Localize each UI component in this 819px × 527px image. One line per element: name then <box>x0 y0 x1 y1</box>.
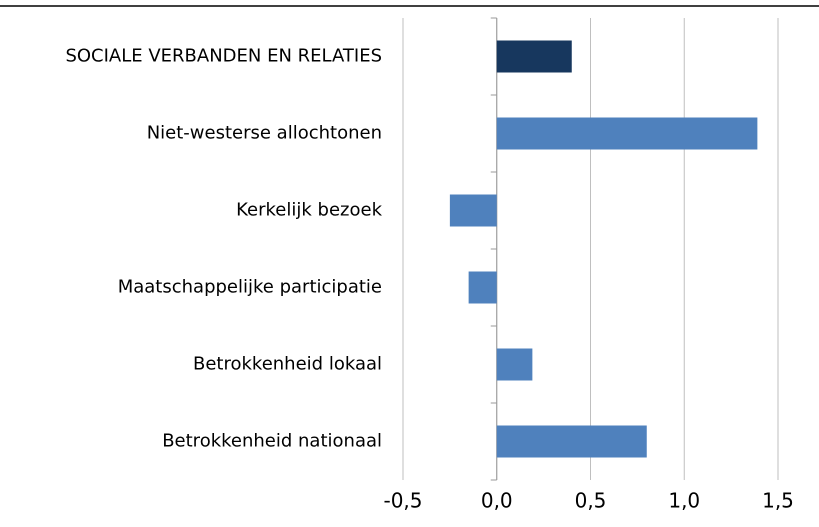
bar <box>449 194 497 227</box>
x-tick-label: -0,5 <box>383 489 422 513</box>
bar <box>496 40 572 73</box>
y-tick-label: Betrokkenheid lokaal <box>193 354 382 375</box>
y-tick-label: Kerkelijk bezoek <box>236 200 382 221</box>
y-tick-label: Maatschappelijke participatie <box>118 277 382 298</box>
bar <box>468 271 497 304</box>
x-tick-label: 1,0 <box>668 489 700 513</box>
x-tick-label: 1,5 <box>762 489 794 513</box>
bar <box>496 117 758 150</box>
x-tick-label: 0,5 <box>575 489 607 513</box>
y-tick-label: Betrokkenheid nationaal <box>162 431 382 452</box>
y-tick-label: SOCIALE VERBANDEN EN RELATIES <box>65 46 382 67</box>
bar <box>496 348 533 381</box>
bar <box>496 425 647 458</box>
x-tick-label: 0,0 <box>481 489 513 513</box>
y-tick-label: Niet-westerse allochtonen <box>147 123 382 144</box>
